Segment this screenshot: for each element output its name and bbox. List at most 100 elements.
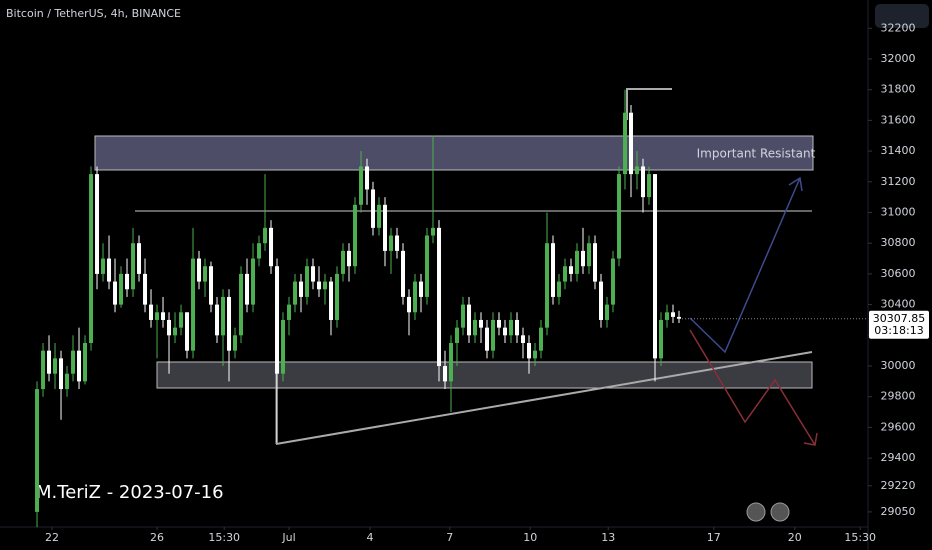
candle-body xyxy=(71,350,76,374)
candle-body xyxy=(383,204,388,251)
candle-body xyxy=(263,227,268,244)
candle-body xyxy=(185,312,190,351)
candle-body xyxy=(653,174,658,359)
candle-body xyxy=(245,273,250,305)
candle-body xyxy=(425,235,430,297)
candle-body xyxy=(335,273,340,320)
candle-body xyxy=(677,316,682,319)
y-tick-label: 30000 xyxy=(881,359,916,372)
candle-body xyxy=(341,250,346,274)
x-tick-label: 10 xyxy=(523,531,537,544)
flag-icon[interactable] xyxy=(746,502,766,522)
candle-body xyxy=(485,327,490,351)
candle-body xyxy=(509,319,514,336)
y-tick-label: 31400 xyxy=(881,144,916,157)
candle-body xyxy=(515,319,520,336)
flag-icon[interactable] xyxy=(770,502,790,522)
candle-body xyxy=(317,281,322,290)
candle-body xyxy=(47,350,52,374)
candle-body xyxy=(401,250,406,297)
last-price-label: 30307.85 xyxy=(873,312,926,325)
trendline xyxy=(275,351,813,445)
candle-body xyxy=(479,319,484,328)
candle-body xyxy=(617,174,622,259)
y-tick-label: 29600 xyxy=(881,420,916,433)
y-tick-label: 29800 xyxy=(881,390,916,403)
menu-button[interactable] xyxy=(875,4,929,28)
candle-body xyxy=(575,250,580,274)
x-tick-label: 7 xyxy=(446,531,453,544)
countdown-label: 03:18:13 xyxy=(874,324,923,337)
bullish-path xyxy=(689,177,801,354)
y-tick-label: 29050 xyxy=(881,505,916,518)
candle-body xyxy=(533,350,538,359)
candle-body xyxy=(491,319,496,351)
candle-body xyxy=(167,319,172,336)
candle-body xyxy=(641,166,646,198)
candle-body xyxy=(221,296,226,336)
last-price-box xyxy=(869,310,929,339)
candle-body xyxy=(143,273,148,305)
bearish-path xyxy=(689,329,816,446)
candle-body xyxy=(413,281,418,313)
candle-body xyxy=(551,243,556,297)
candle-body xyxy=(407,296,412,313)
candle-body xyxy=(155,312,160,320)
candle-body xyxy=(473,319,478,336)
candle-body xyxy=(347,250,352,267)
candle-body xyxy=(611,258,616,305)
candle-body xyxy=(353,204,358,267)
candle-body xyxy=(197,258,202,282)
candle-body xyxy=(623,112,628,175)
candle-body xyxy=(389,235,394,251)
candle-body xyxy=(437,227,442,367)
candle-body xyxy=(41,350,46,390)
candle-body xyxy=(137,243,142,274)
candle-body xyxy=(467,304,472,336)
candle-body xyxy=(539,327,544,351)
candle-body xyxy=(203,266,208,282)
y-tick-label: 30800 xyxy=(881,236,916,249)
candle-body xyxy=(419,281,424,297)
candle-body xyxy=(161,312,166,320)
candle-body xyxy=(455,327,460,343)
y-tick-label: 29220 xyxy=(881,479,916,492)
candle-body xyxy=(665,312,670,320)
y-tick-label: 31200 xyxy=(881,175,916,188)
candle-body xyxy=(569,266,574,274)
candle-body xyxy=(131,243,136,290)
candle-body xyxy=(293,281,298,305)
annotation: Important Resistant xyxy=(697,147,816,161)
candle-body xyxy=(527,342,532,359)
x-tick-label: 17 xyxy=(707,531,721,544)
candle-body xyxy=(371,189,376,228)
y-tick-label: 29400 xyxy=(881,451,916,464)
x-tick-label: 4 xyxy=(367,531,374,544)
candle-body xyxy=(557,281,562,297)
candle-body xyxy=(65,373,70,390)
candle-body xyxy=(497,319,502,328)
candle-body xyxy=(257,243,262,259)
y-tick-label: 31800 xyxy=(881,83,916,96)
candle-body xyxy=(113,281,118,305)
x-tick-label: 20 xyxy=(788,531,802,544)
candle-body xyxy=(377,204,382,228)
candles xyxy=(35,89,682,528)
x-tick-label: 13 xyxy=(601,531,615,544)
arrow-head xyxy=(788,176,803,192)
candle-body xyxy=(227,296,232,351)
x-tick-label: 22 xyxy=(45,531,59,544)
candle-body xyxy=(89,174,94,343)
candle-body xyxy=(431,227,436,236)
candle-body xyxy=(53,358,58,374)
candle-body xyxy=(281,319,286,374)
resistance-zone xyxy=(94,135,814,171)
candle-body xyxy=(101,258,106,274)
candle-body xyxy=(449,342,454,382)
candle-body xyxy=(503,327,508,336)
candle-body xyxy=(647,174,652,198)
candle-body xyxy=(209,266,214,305)
candle-body xyxy=(563,266,568,282)
candle-body xyxy=(299,281,304,297)
